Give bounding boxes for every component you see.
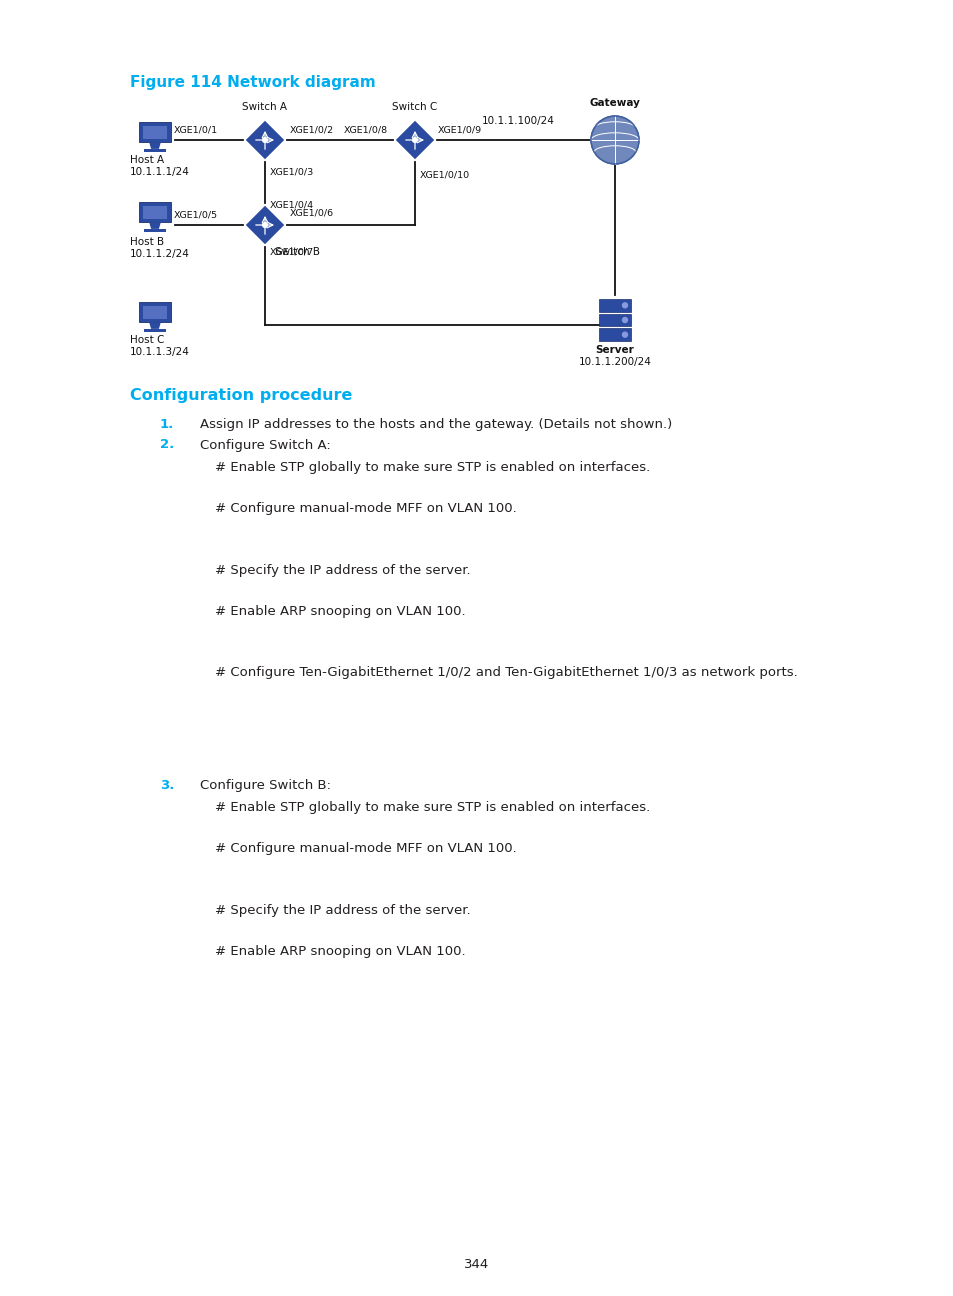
Text: Host C: Host C [130,334,164,345]
FancyBboxPatch shape [598,299,630,311]
Polygon shape [149,223,161,229]
FancyBboxPatch shape [144,228,166,232]
Circle shape [622,332,627,337]
Text: XGE1/0/8: XGE1/0/8 [343,126,388,135]
FancyBboxPatch shape [144,149,166,152]
Text: # Configure manual-mode MFF on VLAN 100.: # Configure manual-mode MFF on VLAN 100. [214,842,517,855]
Text: Configure Switch A:: Configure Switch A: [200,438,331,451]
FancyBboxPatch shape [143,306,167,319]
Text: # Configure manual-mode MFF on VLAN 100.: # Configure manual-mode MFF on VLAN 100. [214,502,517,515]
FancyBboxPatch shape [138,202,171,223]
Polygon shape [245,121,285,159]
Text: 10.1.1.2/24: 10.1.1.2/24 [130,249,190,259]
Text: # Enable ARP snooping on VLAN 100.: # Enable ARP snooping on VLAN 100. [214,945,465,958]
Text: Host A: Host A [130,156,164,165]
Polygon shape [395,121,435,159]
Circle shape [412,137,417,143]
Circle shape [622,318,627,323]
FancyBboxPatch shape [144,329,166,332]
Text: Assign IP addresses to the hosts and the gateway. (Details not shown.): Assign IP addresses to the hosts and the… [200,419,672,432]
FancyBboxPatch shape [143,206,167,219]
Polygon shape [245,205,285,245]
Text: 10.1.1.100/24: 10.1.1.100/24 [481,117,555,126]
Text: # Enable ARP snooping on VLAN 100.: # Enable ARP snooping on VLAN 100. [214,604,465,618]
Text: Switch C: Switch C [392,102,437,111]
Text: XGE1/0/3: XGE1/0/3 [270,167,314,176]
FancyBboxPatch shape [138,302,171,323]
Text: # Specify the IP address of the server.: # Specify the IP address of the server. [214,564,470,577]
Text: Switch B: Switch B [274,248,319,257]
Text: XGE1/0/6: XGE1/0/6 [290,209,334,218]
Text: XGE1/0/4: XGE1/0/4 [270,201,314,210]
Text: 2.: 2. [160,438,174,451]
Text: 10.1.1.200/24: 10.1.1.200/24 [578,356,651,367]
FancyBboxPatch shape [598,328,630,341]
Polygon shape [149,143,161,149]
Text: Server: Server [595,345,634,355]
Text: XGE1/0/10: XGE1/0/10 [419,171,470,180]
FancyBboxPatch shape [143,126,167,139]
Polygon shape [149,323,161,329]
Text: Figure 114 Network diagram: Figure 114 Network diagram [130,75,375,89]
Text: # Specify the IP address of the server.: # Specify the IP address of the server. [214,903,470,916]
Text: 3.: 3. [160,779,174,792]
Circle shape [590,117,639,165]
Text: # Configure Ten-GigabitEthernet 1/0/2 and Ten-GigabitEthernet 1/0/3 as network p: # Configure Ten-GigabitEthernet 1/0/2 an… [214,666,797,679]
FancyBboxPatch shape [138,122,171,143]
FancyBboxPatch shape [598,314,630,327]
Text: # Enable STP globally to make sure STP is enabled on interfaces.: # Enable STP globally to make sure STP i… [214,461,650,474]
Circle shape [622,303,627,308]
Text: Host B: Host B [130,237,164,248]
Text: XGE1/0/5: XGE1/0/5 [173,210,218,219]
Text: XGE1/0/1: XGE1/0/1 [173,126,218,135]
Text: 10.1.1.1/24: 10.1.1.1/24 [130,167,190,178]
Text: Gateway: Gateway [589,98,639,108]
Text: XGE1/0/7: XGE1/0/7 [270,248,314,257]
Circle shape [262,223,267,227]
Text: Configuration procedure: Configuration procedure [130,388,352,403]
Circle shape [262,137,267,143]
Text: 344: 344 [464,1258,489,1271]
Text: XGE1/0/9: XGE1/0/9 [437,126,481,135]
Text: 1.: 1. [160,419,174,432]
Text: Switch A: Switch A [242,102,287,111]
Text: Configure Switch B:: Configure Switch B: [200,779,331,792]
Text: # Enable STP globally to make sure STP is enabled on interfaces.: # Enable STP globally to make sure STP i… [214,801,650,814]
Text: 10.1.1.3/24: 10.1.1.3/24 [130,347,190,356]
Text: XGE1/0/2: XGE1/0/2 [290,126,334,135]
